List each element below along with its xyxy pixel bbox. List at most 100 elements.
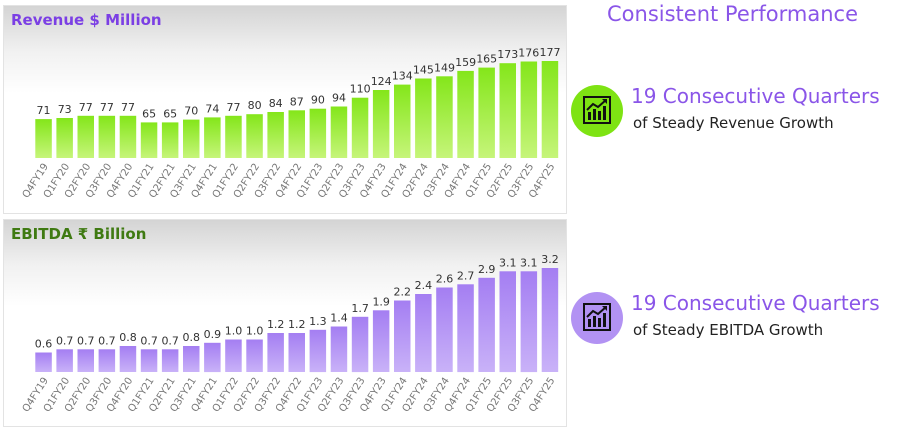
ebitda-bar [520,271,538,373]
ebitda-chart: 0.6Q4FY190.7Q1FY200.7Q2FY200.7Q3FY200.8Q… [21,253,559,414]
ebitda-data-label: 2.6 [436,273,454,286]
ebitda-bar [267,333,284,372]
revenue-bar [246,114,263,158]
revenue-data-label: 94 [332,92,346,105]
ebitda-data-label: 0.8 [183,331,201,344]
revenue-data-label: 71 [37,104,51,117]
revenue-bar [98,115,116,158]
ebitda-data-label: 0.9 [204,328,222,341]
ebitda-data-label: 3.1 [520,256,538,269]
growth-chart-icon [571,292,623,344]
ebitda-kpi-subtext: of Steady EBITDA Growth [633,321,824,339]
revenue-data-label: 145 [413,64,434,77]
revenue-bar [161,122,179,158]
ebitda-data-label: 1.9 [372,295,390,308]
ebitda-data-label: 0.7 [161,334,179,347]
revenue-data-label: 77 [100,101,114,114]
ebitda-chart-panel: 0.6 Q4FY19 0.7 Q1FY20 0.7 Q2FY20 0.7 Q3FY20 0.8 Q… [3,219,567,427]
revenue-bar [478,67,495,158]
revenue-bar [140,122,158,158]
ebitda-bar [140,349,158,372]
revenue-bar [204,117,221,158]
revenue-kpi-headline: 19 Consecutive Quarters [631,84,880,108]
revenue-data-label: 77 [121,101,135,114]
revenue-bar [499,63,516,159]
revenue-bar [225,115,242,158]
ebitda-bar [56,349,73,372]
revenue-data-label: 124 [371,75,392,88]
revenue-bar [457,70,474,158]
ebitda-data-label: 2.2 [394,286,412,299]
revenue-data-label: 110 [350,83,371,96]
revenue-data-label: 90 [311,94,325,107]
ebitda-bar [330,326,348,372]
revenue-data-label: 77 [227,101,241,114]
ebitda-bar [394,300,411,372]
ebitda-bar [372,310,390,372]
ebitda-data-label: 1.2 [288,318,306,331]
ebitda-bar [415,294,432,372]
revenue-bar [183,119,200,158]
revenue-data-label: 87 [290,95,304,108]
ebitda-bar [457,284,474,373]
ebitda-data-label: 0.7 [77,334,95,347]
revenue-data-label: 77 [79,101,93,114]
revenue-bar [56,118,73,158]
revenue-bar [267,112,284,158]
ebitda-bar [309,329,327,373]
ebitda-bar [288,333,305,372]
revenue-data-label: 176 [518,47,539,60]
ebitda-bar [499,271,516,373]
growth-chart-icon [571,85,623,137]
revenue-bar [288,110,305,158]
ebitda-bar [351,316,369,373]
ebitda-bar [119,346,137,372]
revenue-kpi-subtext: of Steady Revenue Growth [633,114,834,132]
ebitda-data-label: 2.7 [457,269,475,282]
revenue-bar [309,108,327,158]
ebitda-data-label: 0.6 [35,338,53,351]
revenue-growth-kpi: 19 Consecutive Quarters of Steady Revenu… [571,83,912,163]
ebitda-data-label: 1.7 [351,302,369,315]
ebitda-data-label: 3.1 [499,256,517,269]
ebitda-data-label: 1.0 [225,325,243,338]
section-title: Consistent Performance [607,2,858,26]
ebitda-data-label: 2.4 [415,279,433,292]
revenue-data-label: 159 [455,56,476,69]
revenue-data-label: 70 [184,105,198,118]
ebitda-data-label: 0.8 [119,331,137,344]
ebitda-bar [183,346,200,372]
revenue-data-label: 65 [163,107,177,120]
ebitda-data-label: 1.0 [246,325,264,338]
revenue-data-label: 134 [392,70,413,83]
revenue-bar [415,78,432,158]
ebitda-bar [225,339,242,372]
ebitda-bar [161,349,179,372]
revenue-bar [77,115,94,158]
ebitda-data-label: 1.3 [309,315,327,328]
revenue-bar [541,61,559,158]
ebitda-bar [35,352,52,372]
revenue-data-label: 165 [476,53,497,66]
ebitda-data-label: 0.7 [56,334,74,347]
ebitda-data-label: 0.7 [98,334,116,347]
ebitda-bar [246,339,263,372]
revenue-data-label: 177 [540,46,561,59]
revenue-chart: 71Q4FY1973Q1FY2077Q2FY2077Q3FY2077Q4FY20… [21,46,561,200]
revenue-data-label: 74 [205,102,219,115]
ebitda-bar [541,268,559,372]
revenue-chart-title: Revenue $ Million [11,11,162,29]
revenue-data-label: 65 [142,107,156,120]
ebitda-data-label: 1.4 [330,312,348,325]
ebitda-kpi-headline: 19 Consecutive Quarters [631,291,880,315]
ebitda-data-label: 1.2 [267,318,285,331]
revenue-data-label: 84 [269,97,283,110]
revenue-bar [35,119,52,158]
ebitda-growth-kpi: 19 Consecutive Quarters of Steady EBITDA… [571,290,912,370]
revenue-bar [394,84,411,158]
ebitda-bar [436,287,453,372]
ebitda-data-label: 2.9 [478,263,496,276]
revenue-bar [436,76,453,158]
revenue-bar [520,61,538,158]
ebitda-bar [478,277,495,372]
